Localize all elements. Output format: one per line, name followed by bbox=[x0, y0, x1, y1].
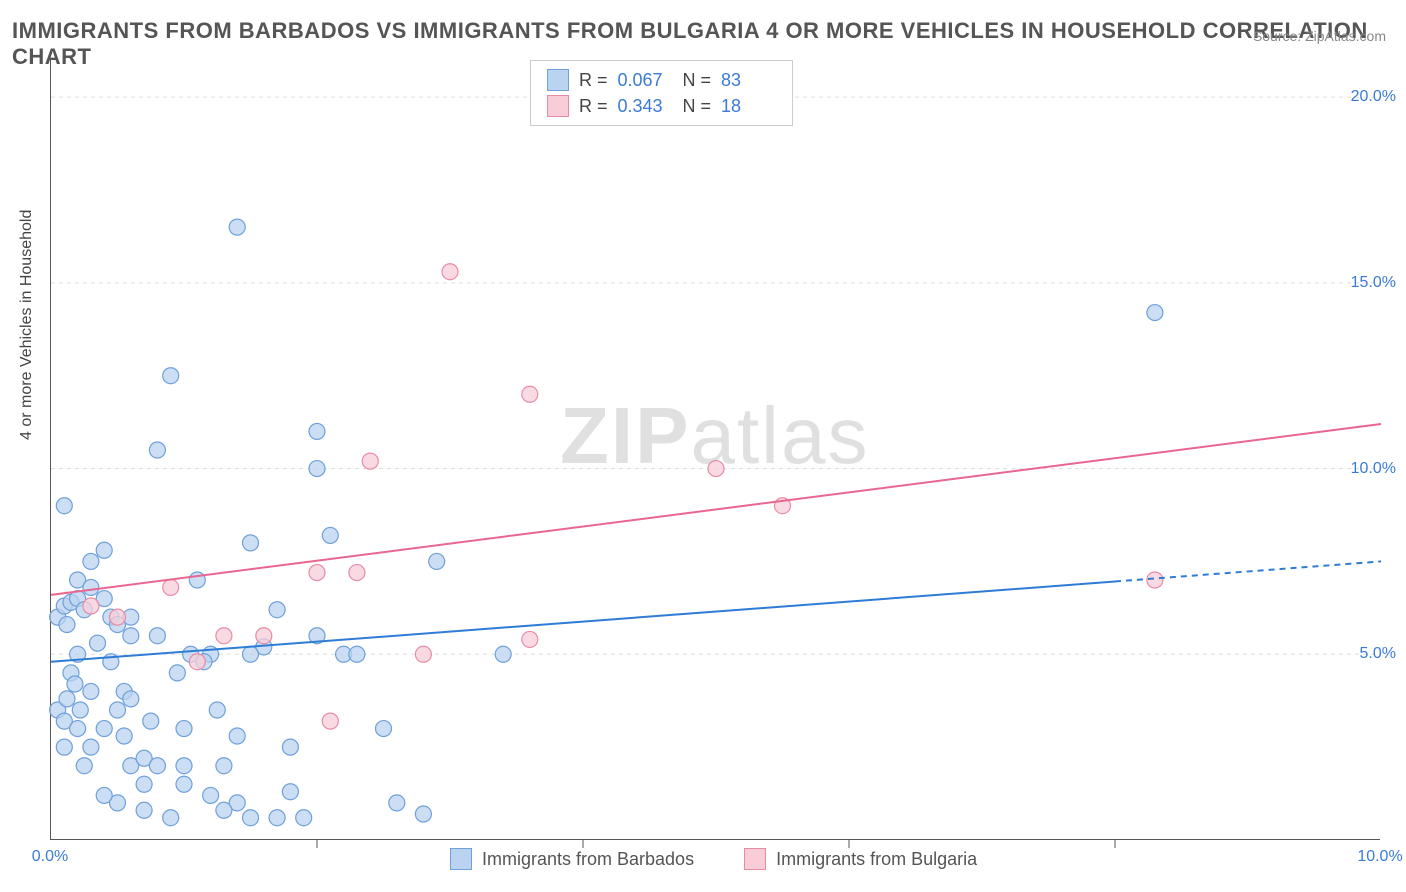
stats-row-bulgaria: R = 0.343 N = 18 bbox=[547, 93, 776, 119]
stats-legend-box: R = 0.067 N = 83 R = 0.343 N = 18 bbox=[530, 60, 793, 126]
chart-svg bbox=[51, 60, 1381, 840]
legend-label-barbados: Immigrants from Barbados bbox=[482, 849, 694, 870]
stats-row-barbados: R = 0.067 N = 83 bbox=[547, 67, 776, 93]
legend-item-barbados: Immigrants from Barbados bbox=[450, 848, 694, 870]
bottom-legend: Immigrants from Barbados Immigrants from… bbox=[450, 848, 977, 870]
y-axis-label: 4 or more Vehicles in Household bbox=[18, 210, 36, 440]
chart-container: IMMIGRANTS FROM BARBADOS VS IMMIGRANTS F… bbox=[0, 0, 1406, 892]
legend-label-bulgaria: Immigrants from Bulgaria bbox=[776, 849, 977, 870]
y-tick-label: 5.0% bbox=[1360, 645, 1396, 663]
swatch-bulgaria-icon bbox=[744, 848, 766, 870]
x-tick-label: 10.0% bbox=[1357, 848, 1402, 866]
swatch-bulgaria bbox=[547, 95, 569, 117]
legend-item-bulgaria: Immigrants from Bulgaria bbox=[744, 848, 977, 870]
y-tick-label: 10.0% bbox=[1351, 460, 1396, 478]
swatch-barbados bbox=[547, 69, 569, 91]
y-tick-label: 20.0% bbox=[1351, 88, 1396, 106]
plot-area bbox=[50, 60, 1380, 840]
x-tick-label: 0.0% bbox=[32, 848, 68, 866]
swatch-barbados-icon bbox=[450, 848, 472, 870]
source-label: Source: ZipAtlas.com bbox=[1253, 28, 1386, 44]
y-tick-label: 15.0% bbox=[1351, 274, 1396, 292]
